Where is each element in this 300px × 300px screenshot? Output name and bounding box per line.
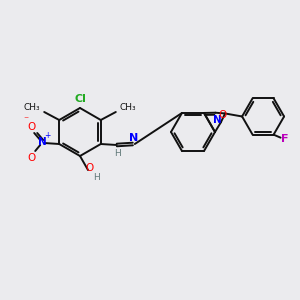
Text: O: O — [85, 163, 93, 173]
Text: N: N — [213, 115, 222, 125]
Text: H: H — [114, 149, 121, 158]
Text: N: N — [38, 137, 46, 147]
Text: +: + — [44, 130, 50, 140]
Text: Cl: Cl — [74, 94, 86, 104]
Text: CH₃: CH₃ — [24, 103, 40, 112]
Text: O: O — [27, 153, 35, 163]
Text: ⁻: ⁻ — [24, 115, 29, 125]
Text: O: O — [27, 122, 35, 132]
Text: N: N — [129, 133, 138, 143]
Text: H: H — [93, 172, 99, 182]
Text: O: O — [219, 110, 227, 120]
Text: CH₃: CH₃ — [120, 103, 136, 112]
Text: F: F — [281, 134, 288, 144]
